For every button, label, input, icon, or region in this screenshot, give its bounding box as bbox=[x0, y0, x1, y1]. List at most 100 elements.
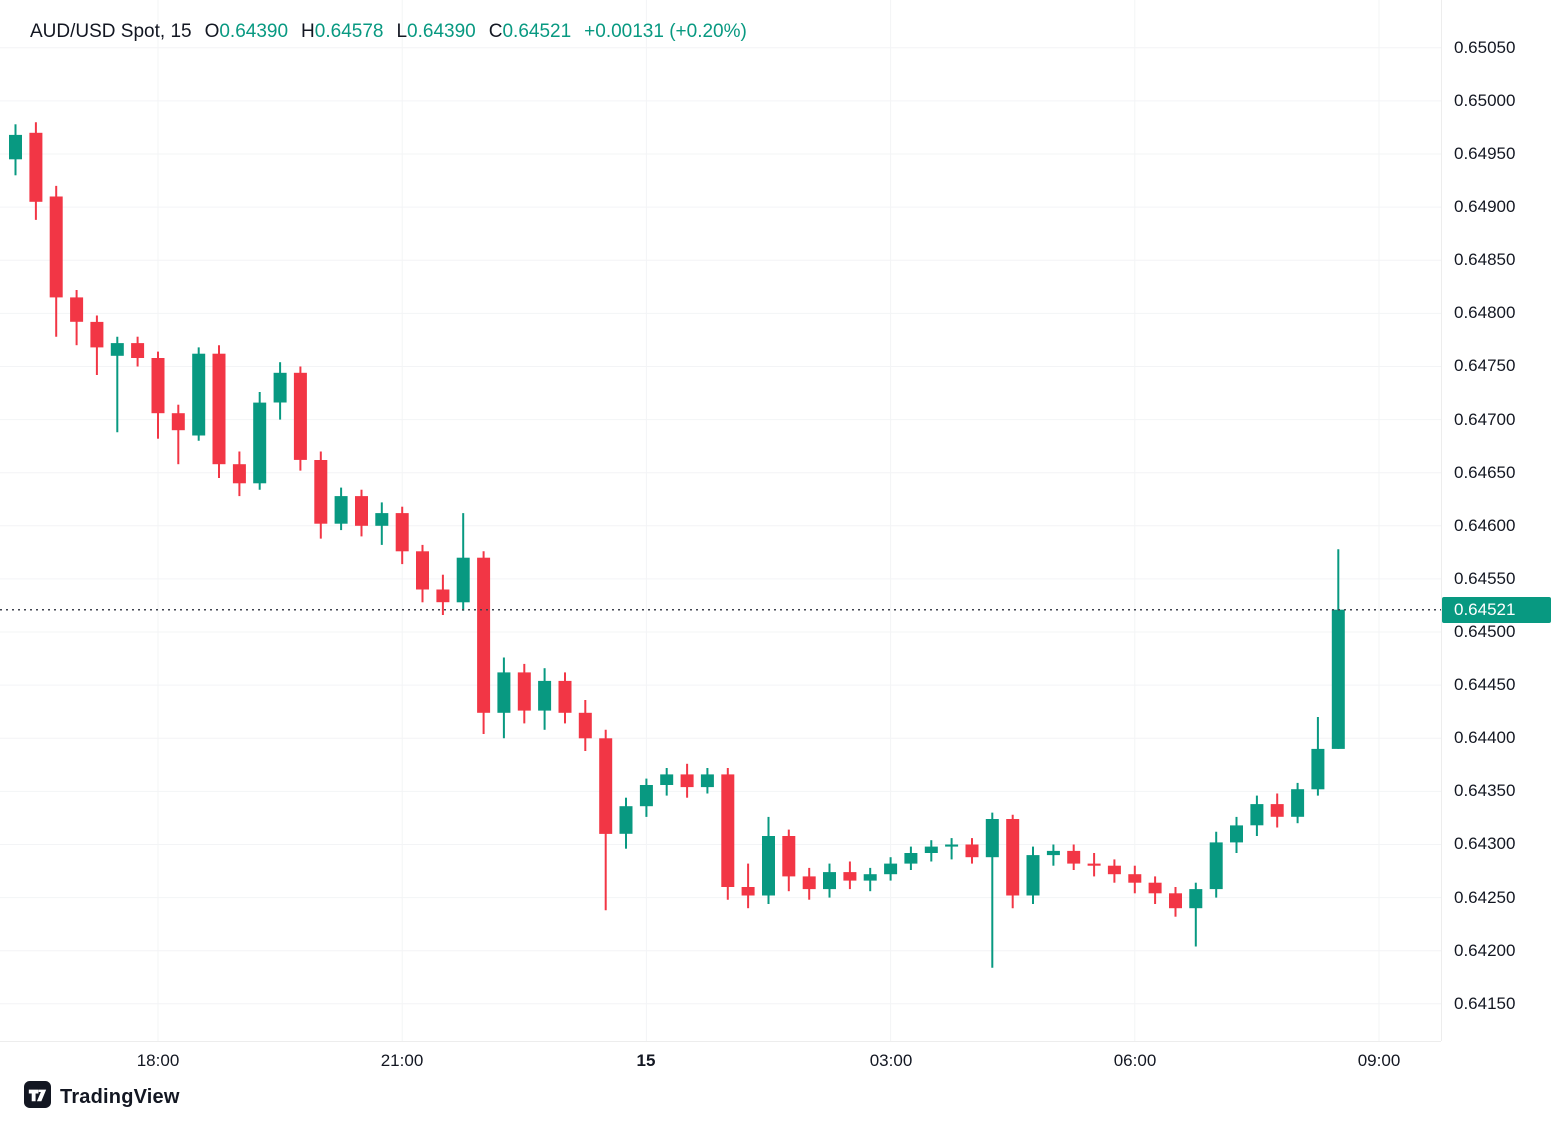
price-tick-label: 0.64150 bbox=[1454, 994, 1516, 1013]
candle-body bbox=[314, 460, 328, 524]
time-axis-label: 03:00 bbox=[869, 1051, 913, 1070]
price-tick-label: 0.64750 bbox=[1454, 356, 1516, 375]
candle-body bbox=[1331, 609, 1345, 749]
tradingview-wordmark: TradingView bbox=[60, 1085, 180, 1108]
candle-body bbox=[1046, 850, 1060, 856]
candle-body bbox=[904, 853, 918, 864]
ohlc-low: L0.64390 bbox=[396, 20, 475, 44]
candle-body bbox=[721, 774, 735, 887]
candle-body bbox=[762, 836, 775, 896]
candle-body bbox=[924, 846, 938, 853]
candle-body bbox=[802, 876, 816, 890]
candle-body bbox=[680, 774, 694, 788]
candle-body bbox=[355, 496, 368, 526]
change-value: +0.00131 (+0.20%) bbox=[584, 21, 747, 42]
price-tick-label: 0.64800 bbox=[1454, 303, 1516, 322]
candle-body bbox=[1107, 865, 1121, 875]
open-label: O bbox=[204, 21, 220, 42]
price-tick-label: 0.64550 bbox=[1454, 569, 1516, 588]
current-price-badge: 0.64521 bbox=[1442, 597, 1551, 623]
candle-body bbox=[110, 343, 124, 356]
high-label: H bbox=[301, 21, 315, 42]
price-tick-label: 0.64700 bbox=[1454, 410, 1516, 429]
price-tick-label: 0.64650 bbox=[1454, 463, 1516, 482]
tradingview-icon bbox=[24, 1081, 51, 1113]
time-axis-label: 18:00 bbox=[136, 1051, 180, 1070]
time-axis[interactable]: 18:00 21:00 15 03:00 06:00 09:00 bbox=[0, 1041, 1441, 1080]
candle-body bbox=[456, 557, 470, 603]
price-tick-label: 0.64500 bbox=[1454, 622, 1516, 641]
price-tick-label: 0.64350 bbox=[1454, 781, 1516, 800]
chart-pane[interactable]: AUD/USD Spot, 15 O0.64390 H0.64578 L0.64… bbox=[0, 0, 1441, 1041]
time-axis-label: 21:00 bbox=[380, 1051, 424, 1070]
candle-body bbox=[863, 874, 877, 881]
candle-body bbox=[1026, 855, 1040, 896]
candle-body bbox=[477, 557, 491, 713]
candle-body bbox=[599, 738, 613, 834]
ohlc-high: H0.64578 bbox=[301, 20, 383, 44]
time-axis-label: 15 bbox=[636, 1051, 656, 1070]
high-value: 0.64578 bbox=[314, 21, 384, 42]
candle-body bbox=[273, 372, 287, 403]
candle-body bbox=[70, 297, 84, 322]
candle-body bbox=[538, 680, 552, 711]
candle-body bbox=[497, 672, 511, 713]
candle-body bbox=[884, 863, 898, 875]
candle-body bbox=[29, 132, 43, 202]
candle-body bbox=[131, 343, 145, 358]
price-tick-label: 0.64250 bbox=[1454, 888, 1516, 907]
candle-body bbox=[700, 774, 714, 788]
price-tick-label: 0.65000 bbox=[1454, 91, 1516, 110]
price-tick-label: 0.64450 bbox=[1454, 675, 1516, 694]
candle-body bbox=[823, 872, 836, 890]
low-label: L bbox=[396, 21, 408, 42]
candle-body bbox=[416, 551, 429, 590]
candle-body bbox=[1209, 842, 1223, 890]
symbol-text: AUD/USD Spot bbox=[30, 21, 160, 42]
price-tick-label: 0.64600 bbox=[1454, 516, 1516, 535]
candle-body bbox=[1087, 863, 1101, 866]
close-label: C bbox=[488, 21, 503, 42]
time-axis-label: 06:00 bbox=[1113, 1051, 1157, 1070]
candle-body bbox=[1291, 789, 1305, 817]
symbol-name[interactable]: AUD/USD Spot, 15 bbox=[30, 20, 192, 44]
candle-body bbox=[741, 887, 755, 896]
candle-body bbox=[9, 134, 22, 160]
candle-body bbox=[253, 402, 267, 484]
price-axis[interactable]: 0.64521 0.65050 0.65000 0.64950 0.64900 0.64… bbox=[1441, 0, 1559, 1041]
candle-body bbox=[90, 321, 104, 348]
candle-body bbox=[1250, 804, 1264, 826]
candle-body bbox=[395, 513, 409, 552]
price-tick-label: 0.64850 bbox=[1454, 250, 1516, 269]
price-tick-label: 0.64950 bbox=[1454, 144, 1516, 163]
candle-body bbox=[151, 358, 165, 414]
candle-body bbox=[1230, 825, 1243, 843]
candle-body bbox=[1270, 804, 1284, 817]
candle-body bbox=[1148, 882, 1162, 894]
candle-body bbox=[1006, 819, 1020, 896]
candle-body bbox=[49, 196, 63, 298]
price-tick-label: 0.64900 bbox=[1454, 197, 1516, 216]
close-value: 0.64521 bbox=[502, 21, 572, 42]
ohlc-open: O0.64390 bbox=[205, 20, 288, 44]
candle-body bbox=[375, 513, 389, 526]
chart-legend: AUD/USD Spot, 15 O0.64390 H0.64578 L0.64… bbox=[30, 20, 747, 44]
candlestick-plot[interactable] bbox=[0, 0, 1441, 1041]
candle-body bbox=[843, 872, 857, 881]
candle-body bbox=[212, 353, 226, 465]
open-value: 0.64390 bbox=[219, 21, 289, 42]
candle-body bbox=[517, 672, 531, 711]
price-tick-label: 0.64300 bbox=[1454, 834, 1516, 853]
candle-body bbox=[782, 836, 796, 877]
candle-body bbox=[660, 774, 674, 785]
candle-body bbox=[1128, 874, 1142, 883]
timeframe-label: 15 bbox=[170, 21, 192, 42]
candle-body bbox=[1311, 748, 1325, 790]
candle-body bbox=[232, 464, 246, 484]
candle-body bbox=[945, 844, 959, 847]
symbol-separator: , bbox=[159, 21, 171, 42]
tradingview-logo-link[interactable]: TradingView bbox=[24, 1081, 180, 1113]
candle-body bbox=[1067, 850, 1081, 864]
ohlc-close: C0.64521 bbox=[489, 20, 571, 44]
